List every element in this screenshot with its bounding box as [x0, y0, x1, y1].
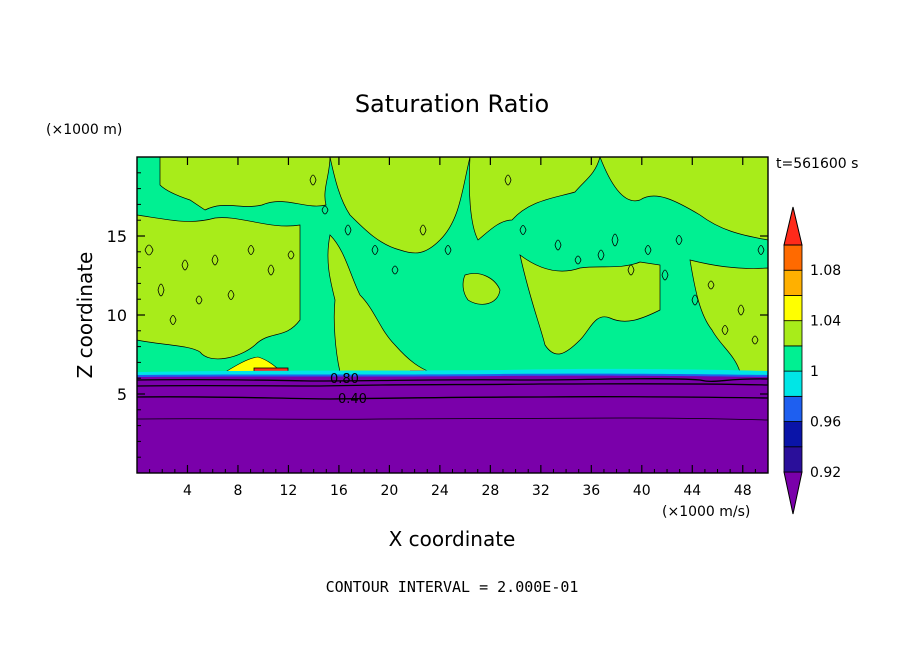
colorbar-under-triangle	[783, 471, 803, 515]
colorbar-label: 1.04	[810, 314, 841, 330]
x-tick-label: 40	[633, 483, 651, 499]
contour-label: 0.80	[330, 372, 359, 387]
contour-label: 0.40	[338, 392, 367, 407]
colorbar-swatch	[783, 244, 803, 271]
y-unit-label: (×1000 m)	[46, 122, 122, 138]
colorbar-label: 0.92	[810, 465, 841, 481]
colorbar-label: 0.96	[810, 415, 841, 431]
x-axis-label: X coordinate	[389, 527, 516, 551]
time-label: t=561600 s	[776, 156, 858, 172]
colorbar-swatch	[783, 295, 803, 322]
y-tick-label: 5	[117, 385, 127, 404]
contour-interval-footer: CONTOUR INTERVAL = 2.000E-01	[326, 578, 579, 596]
x-unit-label: (×1000 m/s)	[662, 504, 750, 520]
colorbar-swatch	[783, 320, 803, 347]
x-tick-label: 4	[183, 483, 192, 499]
field-regions-1-00	[137, 157, 768, 373]
colorbar-label: 1	[810, 364, 819, 380]
colorbar-swatch	[783, 269, 803, 296]
low-layer-contours	[137, 378, 768, 421]
colorbar-swatch	[783, 446, 803, 473]
chart-title: Saturation Ratio	[355, 90, 549, 118]
x-tick-label: 20	[380, 483, 398, 499]
contour-speckles	[144, 174, 765, 345]
x-tick-label: 28	[481, 483, 499, 499]
x-tick-label: 48	[734, 483, 752, 499]
x-axis: 4 8 12 16 20 24 28 32 36 40 44 48	[149, 157, 756, 499]
x-tick-label: 8	[233, 483, 242, 499]
x-tick-label: 24	[431, 483, 449, 499]
x-tick-label: 12	[280, 483, 298, 499]
colorbar-swatch	[783, 421, 803, 448]
colorbar-swatch	[783, 370, 803, 397]
y-axis: 5 10 15	[107, 172, 768, 458]
x-tick-label: 32	[532, 483, 550, 499]
colorbar-swatch	[783, 395, 803, 422]
y-axis-label: Z coordinate	[73, 252, 97, 379]
colorbar-over-triangle	[783, 206, 803, 246]
y-tick-label: 10	[107, 306, 127, 325]
x-tick-label: 44	[683, 483, 701, 499]
y-tick-label: 15	[107, 227, 127, 246]
colorbar-label: 1.08	[810, 263, 841, 279]
colorbar: 0.92 0.96 1 1.04 1.08	[783, 206, 841, 515]
plot-area	[137, 157, 768, 473]
x-tick-label: 16	[330, 483, 348, 499]
field-region-low	[137, 375, 768, 473]
x-tick-label: 36	[582, 483, 600, 499]
colorbar-swatch	[783, 345, 803, 372]
